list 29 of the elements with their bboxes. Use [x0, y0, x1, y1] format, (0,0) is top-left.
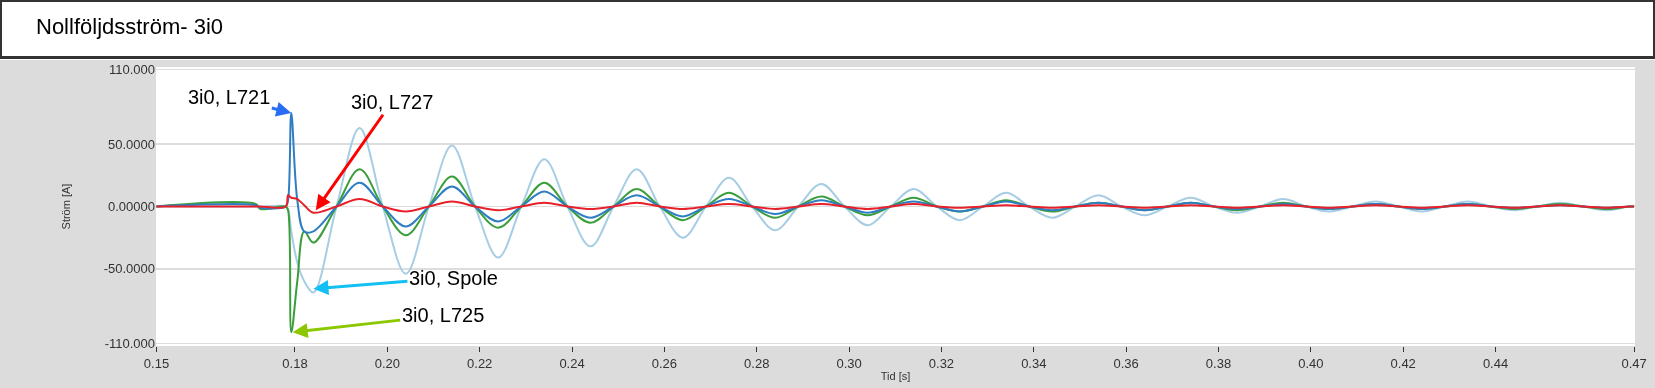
- x-tick-label: 0.20: [374, 355, 400, 371]
- x-tick-label: 0.34: [1021, 355, 1047, 371]
- x-tick-label: 0.28: [744, 355, 770, 371]
- x-tick-label: 0.47: [1621, 355, 1647, 371]
- x-tick-label: 0.32: [928, 355, 955, 371]
- x-tick-label: 0.40: [1298, 355, 1324, 371]
- y-tick-label: 50.0000: [108, 136, 155, 152]
- y-tick-label: 110.000: [108, 62, 155, 78]
- x-tick-label: 0.24: [559, 355, 585, 371]
- annotation: 3i0, L725: [402, 304, 485, 326]
- x-tick-label: 0.18: [282, 355, 308, 371]
- y-tick-label: -110.000: [104, 336, 155, 352]
- annotation: 3i0, L721: [188, 86, 271, 108]
- x-tick-label: 0.22: [467, 355, 493, 371]
- x-tick-label: 0.42: [1390, 355, 1416, 371]
- annotation: 3i0, Spole: [409, 267, 498, 289]
- y-tick-label: 0.00000: [108, 199, 155, 215]
- y-tick-label: -50.0000: [103, 261, 155, 277]
- x-tick-label: 0.44: [1482, 355, 1509, 371]
- x-tick-label: 0.38: [1205, 355, 1232, 371]
- x-tick-label: 0.30: [836, 355, 862, 371]
- x-axis-title: Tid [s]: [880, 369, 911, 382]
- x-tick-label: 0.36: [1113, 355, 1139, 371]
- annotation: 3i0, L727: [351, 91, 434, 113]
- x-tick-label: 0.15: [143, 355, 170, 371]
- y-axis-title: Ström [A]: [60, 183, 73, 230]
- x-tick-label: 0.26: [651, 355, 678, 371]
- line-series: [156, 194, 1635, 214]
- chart-title: Nollföljdsström- 3i0: [0, 0, 1655, 59]
